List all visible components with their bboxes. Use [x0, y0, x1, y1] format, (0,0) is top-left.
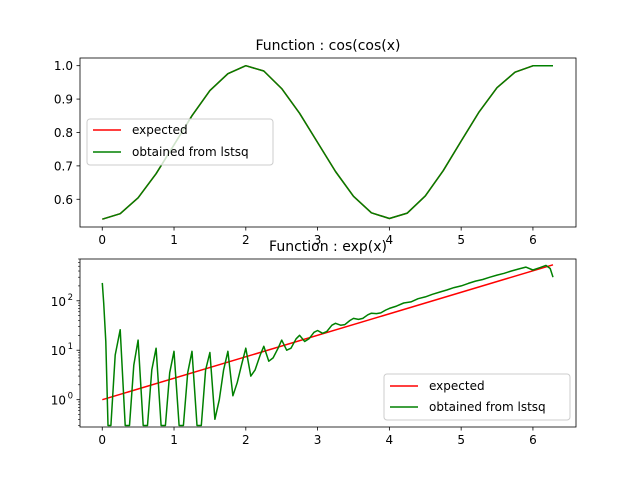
y-tick-label: 10: [51, 394, 66, 408]
y-tick-label: 10: [51, 295, 66, 309]
series-line-expected: [102, 264, 554, 401]
y-tick-label: 0.7: [54, 159, 73, 173]
y-tick-label: 0.6: [54, 193, 73, 207]
y-tick-exponent: 0: [68, 392, 73, 402]
legend-box-exp: [383, 373, 571, 421]
x-tick-label: 4: [386, 433, 394, 447]
y-tick-exponent: 1: [68, 342, 73, 352]
x-tick-label: 5: [457, 433, 465, 447]
y-tick-label: 0.8: [54, 126, 73, 140]
x-tick-label: 3: [314, 233, 322, 247]
x-tick-label: 3: [314, 433, 322, 447]
y-tick-label: 0.9: [54, 93, 73, 107]
ticks-cos: 0 1 2 3 4 5 6 0.6 0.7 0.8 0.9 1.0: [54, 59, 537, 247]
x-tick-label: 6: [529, 433, 537, 447]
chart-title-cos: Function : cos(cos(x): [256, 38, 401, 54]
x-tick-label: 6: [529, 233, 537, 247]
y-tick-label: 1.0: [54, 59, 73, 73]
legend-label-lstsq-exp: obtained from lstsq: [429, 400, 546, 414]
chart-title-exp: Function : exp(x): [269, 239, 387, 255]
x-tick-label: 2: [242, 433, 250, 447]
subplot-cos: 0 1 2 3 4 5 6 0.6 0.7 0.8 0.9 1.0 Function : cos(co…: [54, 38, 577, 247]
x-tick-label: 2: [242, 233, 250, 247]
x-tick-label: 1: [170, 233, 178, 247]
x-tick-label: 4: [386, 233, 394, 247]
x-tick-label: 5: [457, 233, 465, 247]
legend-exp: expected obtained from lstsq: [383, 373, 571, 421]
legend-label-lstsq-cos: obtained from lstsq: [132, 145, 249, 159]
axes-frame-exp: [79, 258, 577, 428]
legend-box-cos: [86, 118, 274, 166]
x-tick-label: 0: [98, 233, 106, 247]
series-line-lstsq: [101, 264, 554, 427]
plot-area-exp: [101, 264, 554, 427]
y-tick-label: 10: [51, 344, 66, 358]
legend-label-expected-cos: expected: [132, 123, 188, 137]
y-tick-exponent: 2: [68, 293, 73, 303]
x-tick-label: 1: [170, 433, 178, 447]
legend-label-expected-exp: expected: [429, 379, 485, 393]
x-tick-label: 0: [98, 433, 106, 447]
axes-frame-cos: [79, 57, 577, 228]
legend-cos: expected obtained from lstsq: [86, 118, 274, 166]
